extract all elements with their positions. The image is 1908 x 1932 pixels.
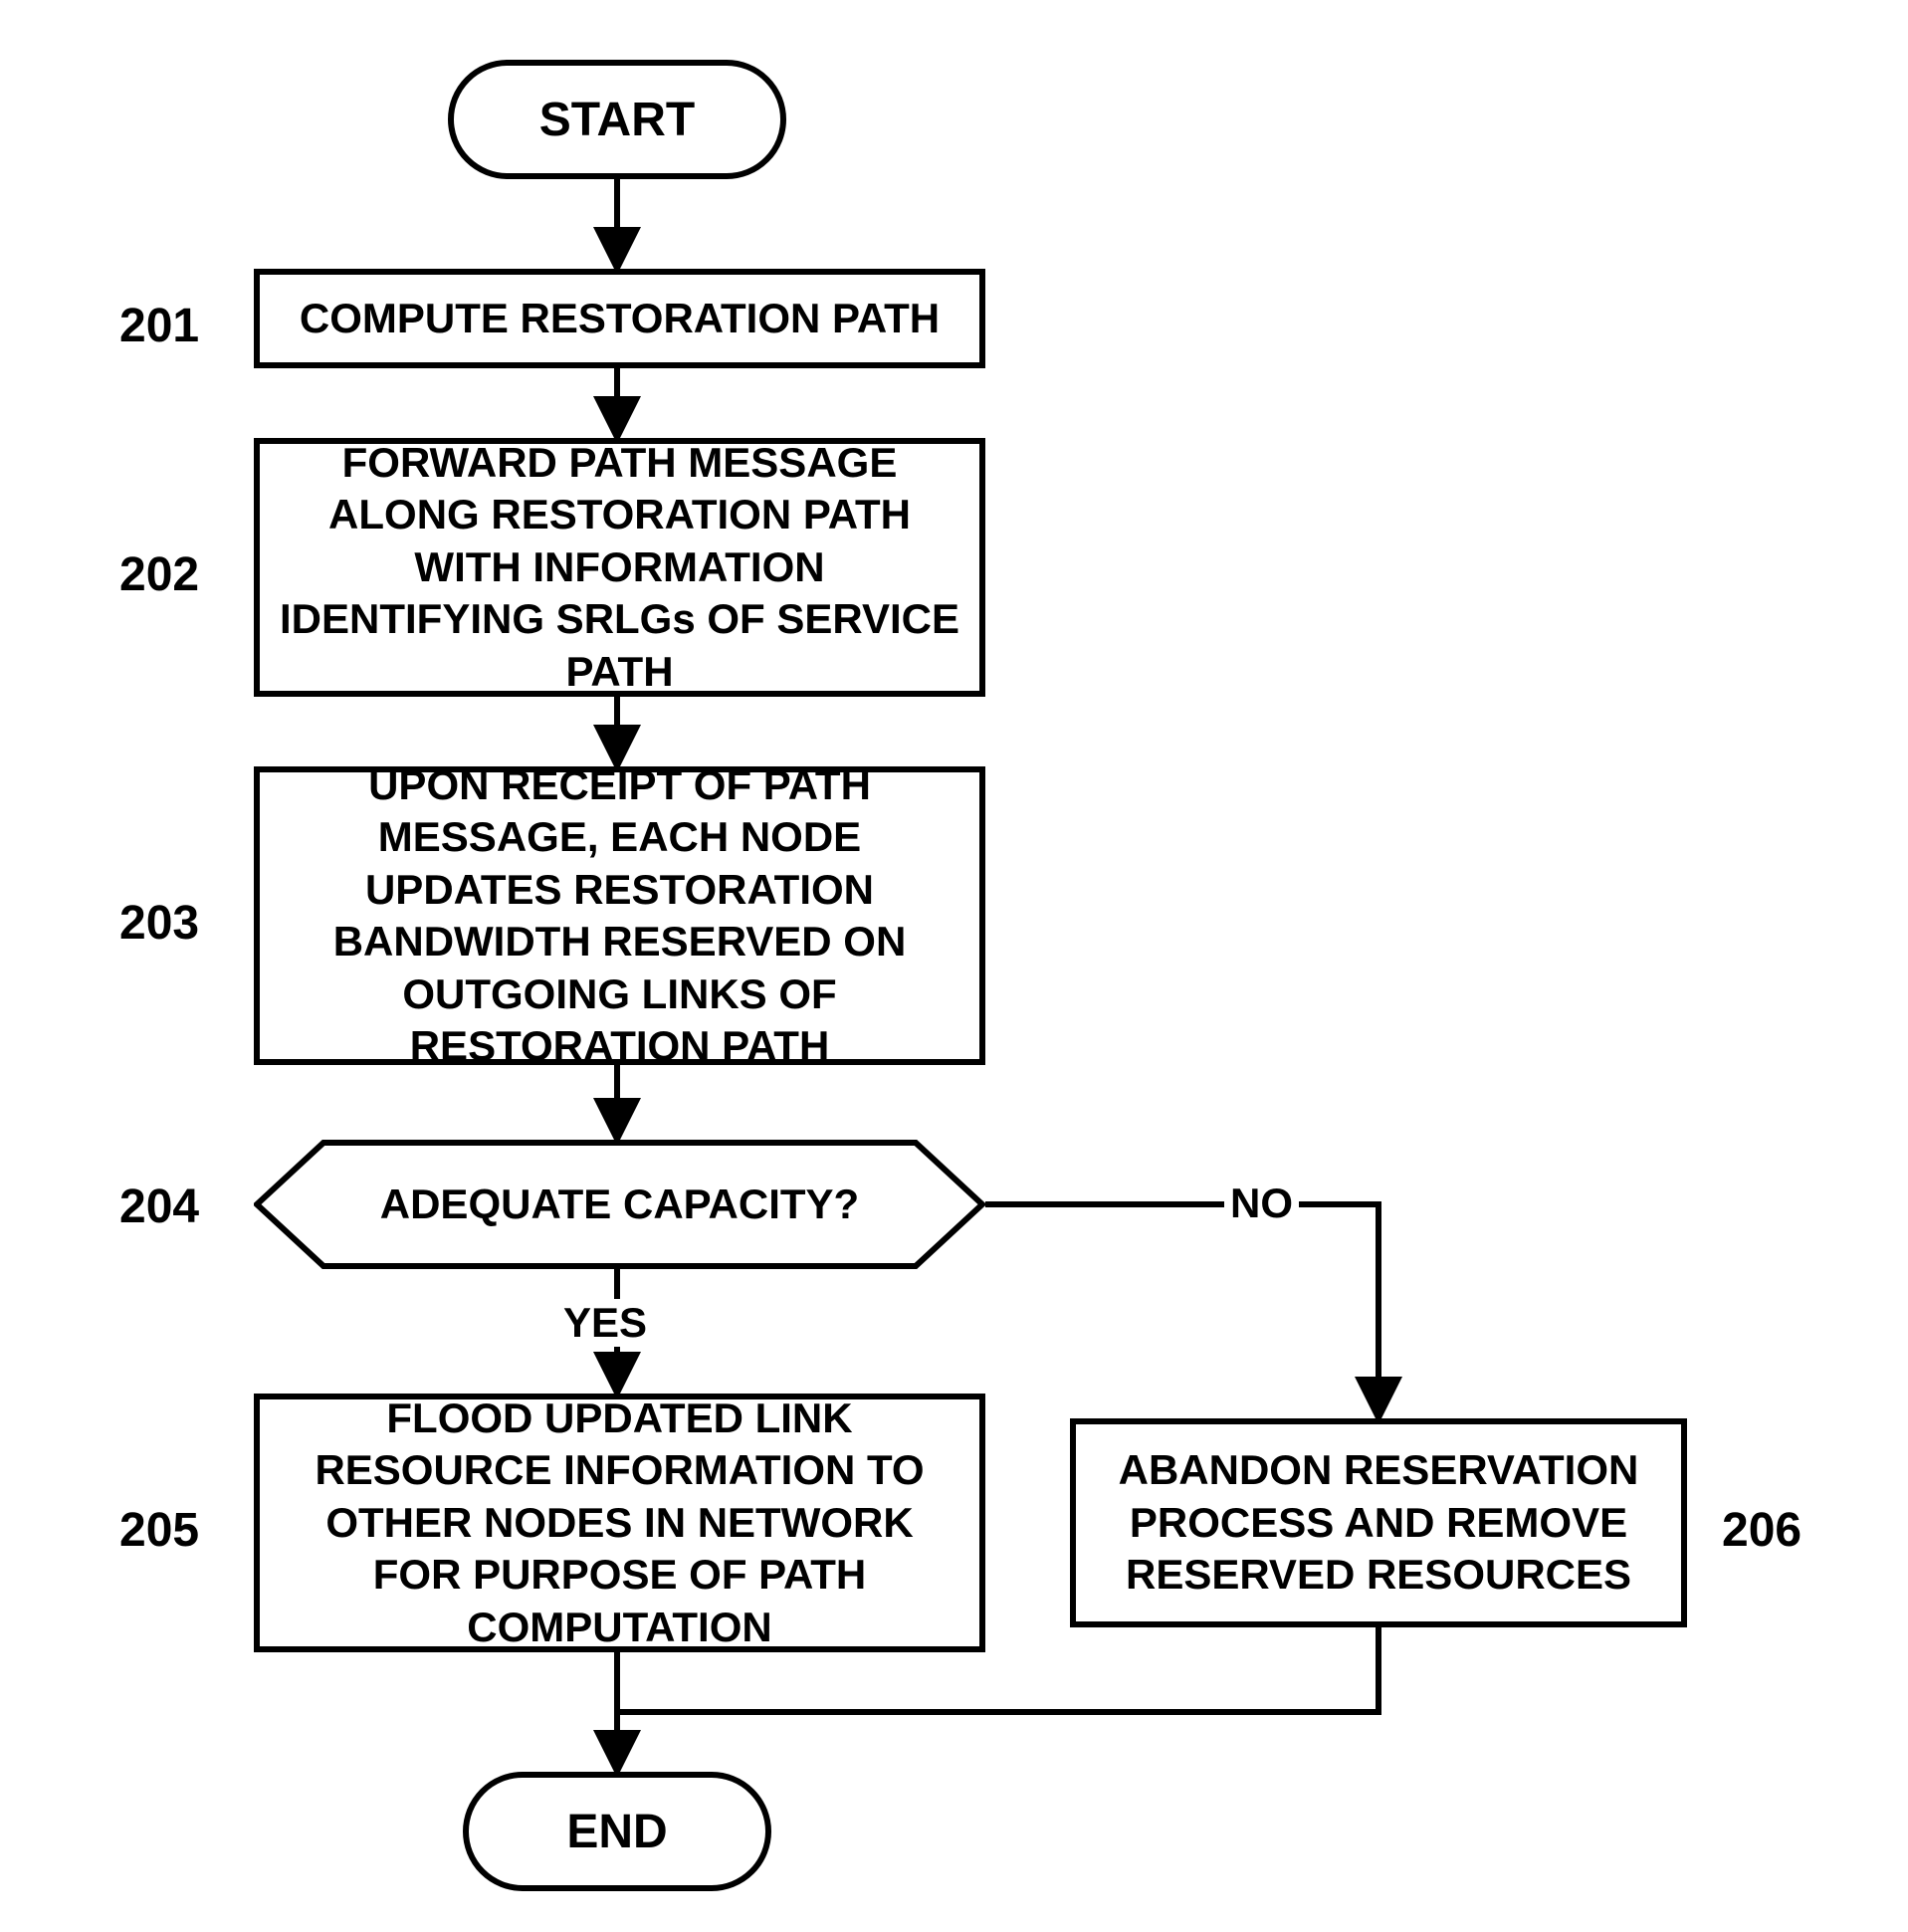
node-201: COMPUTE RESTORATION PATH <box>254 269 985 368</box>
node-206-label: ABANDON RESERVATION PROCESS AND REMOVE R… <box>1096 1444 1661 1602</box>
step-label-204: 204 <box>119 1180 199 1234</box>
node-201-label: COMPUTE RESTORATION PATH <box>300 295 940 342</box>
node-end: END <box>463 1772 771 1891</box>
node-start-label: START <box>539 93 695 147</box>
step-label-206: 206 <box>1722 1503 1802 1558</box>
node-205: FLOOD UPDATED LINK RESOURCE INFORMATION … <box>254 1394 985 1652</box>
node-204: ADEQUATE CAPACITY? <box>254 1140 985 1269</box>
node-203: UPON RECEIPT OF PATH MESSAGE, EACH NODE … <box>254 766 985 1065</box>
node-206: ABANDON RESERVATION PROCESS AND REMOVE R… <box>1070 1418 1687 1627</box>
node-204-label: ADEQUATE CAPACITY? <box>380 1181 859 1228</box>
node-203-label: UPON RECEIPT OF PATH MESSAGE, EACH NODE … <box>280 759 959 1073</box>
step-label-202: 202 <box>119 547 199 602</box>
step-label-205: 205 <box>119 1503 199 1558</box>
edge-label-no: NO <box>1224 1180 1299 1227</box>
node-end-label: END <box>566 1805 667 1859</box>
node-202-label: FORWARD PATH MESSAGE ALONG RESTORATION P… <box>280 437 959 699</box>
step-label-203: 203 <box>119 896 199 951</box>
flowchart-canvas: START 201 COMPUTE RESTORATION PATH 202 F… <box>0 0 1908 1932</box>
node-202: FORWARD PATH MESSAGE ALONG RESTORATION P… <box>254 438 985 697</box>
node-start: START <box>448 60 786 179</box>
edge-label-yes: YES <box>557 1299 653 1347</box>
node-205-label: FLOOD UPDATED LINK RESOURCE INFORMATION … <box>280 1393 959 1654</box>
step-label-201: 201 <box>119 299 199 353</box>
node-204-label-wrap: ADEQUATE CAPACITY? <box>254 1140 985 1269</box>
